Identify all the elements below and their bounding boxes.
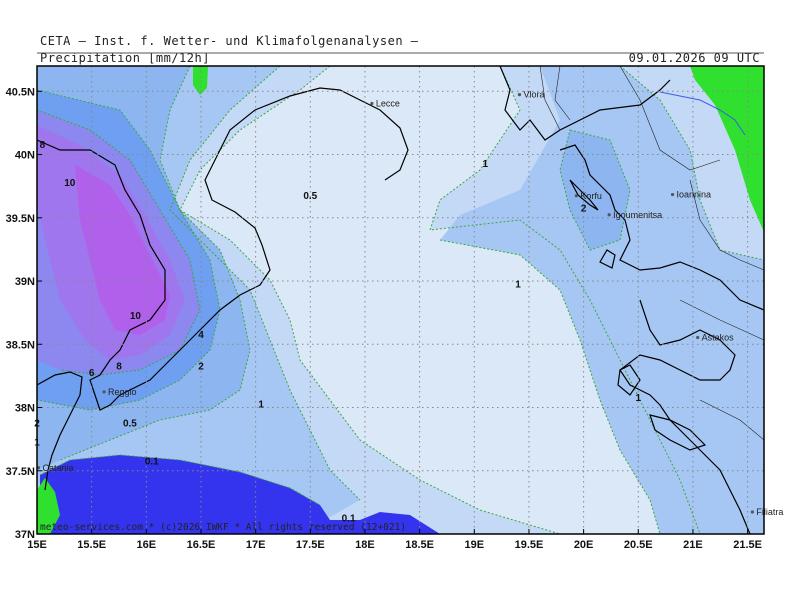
contour-label: 6 (89, 368, 95, 379)
lat-label: 39.5N (6, 213, 35, 225)
lon-label: 20E (574, 539, 594, 551)
heavy-precip-zone (40, 455, 440, 534)
place-label: Igoumenitsa (613, 210, 662, 220)
place-dot (370, 101, 374, 106)
contour-label: 2 (581, 203, 587, 214)
lat-label: 39N (15, 276, 35, 288)
lon-label: 21E (683, 539, 703, 551)
contour-label: 10 (130, 311, 142, 322)
place-dot (517, 93, 522, 97)
lon-label: 20.5E (624, 539, 653, 551)
map-field (37, 66, 764, 534)
lon-label: 17E (246, 539, 266, 551)
contour-label: 8 (116, 362, 122, 373)
contour-label: 1 (34, 437, 40, 448)
lon-label: 18.5E (405, 539, 434, 551)
place-dot (607, 213, 611, 217)
lon-label: 15E (27, 539, 47, 551)
place-dot (102, 390, 106, 394)
contour-label: 1 (258, 400, 264, 411)
copyright-text: meteo-services.com * (c)2026 IWKF * All … (40, 522, 406, 533)
contour-label: 4 (198, 330, 204, 341)
place-label: Ioannina (677, 190, 712, 200)
place-label: Filiatra (756, 507, 783, 517)
contour-label: 0.1 (145, 456, 159, 467)
place-label: Catania (42, 463, 73, 473)
place-dot (696, 335, 700, 340)
contour-label: 8 (40, 140, 46, 151)
contour-label: 2 (198, 362, 204, 373)
place-label: Astakos (702, 332, 735, 342)
map-frame (36, 65, 765, 535)
place-labels: Vlora Lecce Korfu Ioannina Igoumenitsa Astako… (42, 90, 783, 517)
place-label: Korfu (580, 191, 602, 201)
lon-label: 19E (465, 539, 485, 551)
axis-ticks (36, 90, 749, 535)
green-zone (690, 66, 764, 232)
contour-label: 0.1 (342, 513, 356, 524)
lat-label: 40.5N (6, 86, 35, 98)
contour-label: 0.5 (303, 191, 317, 202)
lat-label: 38.5N (6, 339, 35, 351)
place-markers (37, 93, 754, 514)
place-dot (670, 192, 675, 197)
place-dot (574, 194, 578, 198)
place-label: Lecce (376, 98, 400, 108)
contour-label: 1 (482, 159, 488, 170)
place-label: Vlora (523, 90, 544, 100)
contour-label: 1 (515, 279, 521, 290)
graticule (37, 66, 764, 534)
lon-label: 15.5E (77, 539, 106, 551)
lon-label: 19.5E (515, 539, 544, 551)
river (659, 91, 746, 136)
place-label: Reggio (108, 387, 137, 397)
contour-label: 2 (34, 418, 40, 429)
contour-value-labels: 8 10 10 4 8 6 2 1 2 0.5 1 0.1 0.5 1 1 2 1 0.1 (34, 140, 641, 524)
coastlines (37, 66, 764, 534)
valid-time: 09.01.2026 09 UTC (628, 51, 760, 65)
latitude-labels: 40.5N 40N 39.5N 39N 38.5N 38N 37.5N 37N (6, 86, 35, 541)
contour-label: 10 (64, 178, 76, 189)
contour-label: 0.5 (123, 418, 137, 429)
place-dot (750, 510, 754, 514)
green-zone (193, 66, 208, 95)
lon-label: 16E (137, 539, 157, 551)
lon-label: 21.5E (733, 539, 762, 551)
green-zone (37, 478, 60, 534)
lon-label: 17.5E (296, 539, 325, 551)
lon-label: 18E (355, 539, 375, 551)
place-dot (37, 466, 41, 470)
contour-label: 1 (635, 393, 641, 404)
lat-label: 40N (15, 150, 35, 162)
organization-title: CETA — Inst. f. Wetter- und Klimafolgena… (40, 34, 419, 48)
longitude-labels: 15E 15.5E 16E 16.5E 17E 17.5E 18E 18.5E 19E 19.5E… (27, 539, 762, 551)
lat-label: 37.5N (6, 466, 35, 478)
lat-label: 37N (15, 529, 35, 541)
lon-label: 16.5E (187, 539, 216, 551)
lat-label: 38N (15, 403, 35, 415)
parameter-title: Precipitation [mm/12h] (40, 51, 210, 65)
